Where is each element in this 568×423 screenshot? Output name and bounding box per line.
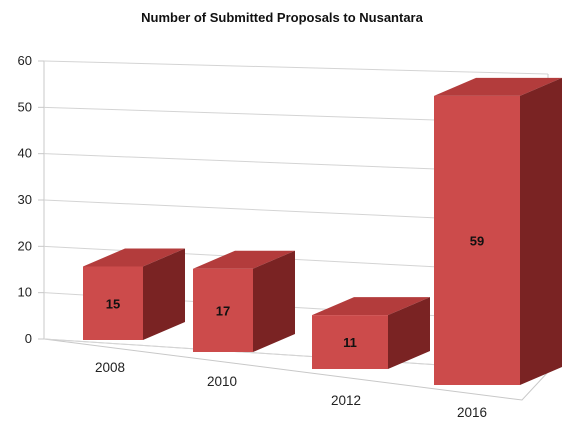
y-tick-label: 40 [18, 146, 32, 161]
x-category-label: 2008 [95, 360, 125, 375]
x-category-label: 2016 [457, 405, 487, 420]
bar-side-face [143, 248, 185, 340]
bar-data-label: 15 [106, 296, 120, 311]
y-tick-label: 0 [25, 331, 32, 346]
bar-data-label: 17 [216, 303, 230, 318]
gridline [43, 60, 549, 75]
y-tick-label: 50 [18, 99, 32, 114]
bar-front-face [193, 268, 253, 352]
bar-top-face [312, 297, 430, 316]
bar-2008: 15 [83, 248, 185, 340]
y-tick-label: 20 [18, 238, 32, 253]
bar-data-label: 59 [470, 233, 484, 248]
bar-2012: 11 [312, 297, 430, 369]
x-category-label: 2010 [207, 374, 237, 389]
bar-data-label: 11 [343, 335, 357, 350]
bar-2016: 59 [434, 77, 562, 386]
y-tick-label: 30 [18, 192, 32, 207]
y-axis-ticks: 0 10 20 30 40 50 60 [18, 53, 32, 346]
chart-title: Number of Submitted Proposals to Nusanta… [141, 10, 423, 25]
y-tick-label: 60 [18, 53, 32, 68]
x-category-label: 2012 [331, 393, 361, 408]
bars: 15 17 11 59 [83, 77, 562, 386]
x-axis-categories: 2008 2010 2012 2016 [95, 360, 487, 420]
bar-front-face [83, 266, 143, 340]
bar-side-face [388, 297, 430, 369]
y-tick-label: 10 [18, 285, 32, 300]
bar-2010: 17 [193, 250, 295, 352]
bar-side-face [253, 250, 295, 352]
bar-top-face [193, 250, 295, 269]
bar-top-face [83, 248, 185, 267]
bar-front-face [434, 95, 520, 386]
bar-front-face [312, 315, 388, 369]
bar-side-face [520, 77, 562, 386]
bar-top-face [434, 77, 562, 96]
